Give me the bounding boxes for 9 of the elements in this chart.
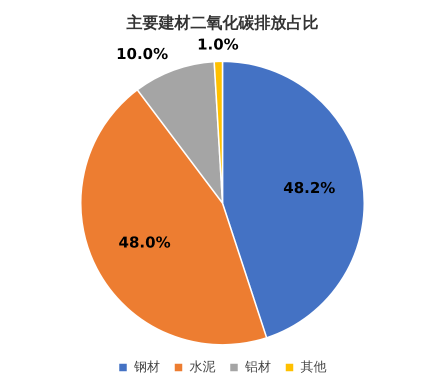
data-label: 48.0% xyxy=(118,234,171,252)
data-label: 10.0% xyxy=(116,44,168,63)
legend-label: 铝材 xyxy=(244,360,271,375)
legend-label: 钢材 xyxy=(133,360,160,375)
data-label: 48.2% xyxy=(283,179,336,198)
data-label: 1.0% xyxy=(197,35,239,54)
legend-label: 水泥 xyxy=(190,360,216,375)
chart-title: 主要建材二氧化碳排放占比 xyxy=(126,12,318,32)
legend-label: 其他 xyxy=(300,360,326,375)
